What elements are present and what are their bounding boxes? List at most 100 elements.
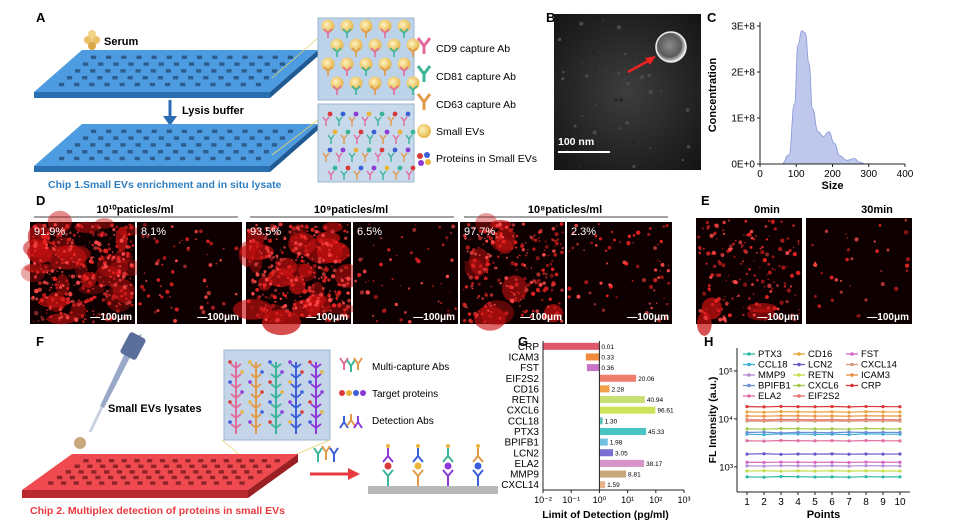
chip-well — [97, 76, 103, 80]
fluor-spot — [129, 263, 134, 267]
fluor-spot — [48, 227, 53, 232]
g-x-tick-label: 10⁻² — [534, 495, 552, 505]
fluor-spot — [97, 242, 102, 247]
small-ev — [330, 76, 344, 90]
fluor-spot — [253, 262, 259, 267]
fluor-blotch — [20, 263, 46, 283]
fluor-spot — [501, 228, 503, 230]
fluor-spot — [477, 246, 480, 249]
fluor-spot — [299, 300, 304, 304]
h-series-point — [762, 427, 766, 431]
chip-well — [218, 470, 224, 474]
fluor-spot — [314, 229, 319, 234]
fluor-spot — [303, 254, 307, 257]
sandwich-assay-illustration — [368, 444, 498, 494]
chip-well — [83, 459, 89, 463]
fluor-spot — [451, 224, 456, 229]
fluor-spot — [568, 250, 571, 252]
fluor-spot — [117, 251, 120, 254]
fluor-spot — [474, 275, 479, 280]
chip-well — [265, 464, 272, 468]
antibody-branch — [250, 363, 262, 370]
c-y-tick-label: 0E+0 — [731, 160, 755, 171]
chip-well — [97, 150, 103, 154]
fluor-spot — [106, 251, 109, 255]
e-scale-label: —100μm — [757, 312, 799, 323]
fluor-spot — [752, 313, 756, 317]
fluor-spot — [493, 303, 496, 306]
fluor-spot — [855, 315, 858, 318]
fluor-spot — [713, 233, 716, 236]
h-series-point — [898, 464, 902, 468]
fluor-spot — [727, 274, 730, 277]
fluor-spot — [102, 280, 105, 283]
fluor-spot — [34, 277, 37, 280]
fluor-spot — [290, 315, 293, 318]
fluor-spot — [463, 233, 467, 238]
chip-well — [74, 69, 81, 73]
capture-antibody — [366, 134, 374, 144]
fluor-spot — [103, 284, 106, 287]
fluor-spot — [513, 297, 518, 301]
h-series-point — [864, 469, 868, 473]
fluor-spot — [399, 318, 403, 322]
fluor-spot — [632, 233, 636, 237]
h-series-point — [898, 419, 902, 423]
fluor-spot — [636, 230, 641, 235]
chip-well — [165, 69, 172, 73]
h-series-point — [762, 460, 766, 465]
fluor-spot — [329, 309, 332, 312]
capture-antibody — [342, 28, 352, 38]
fluor-spot — [277, 318, 281, 322]
fluor-spot — [464, 236, 467, 240]
fluor-spot — [300, 224, 304, 228]
chip-well — [82, 475, 88, 480]
chip-well — [106, 55, 112, 59]
fluor-spot — [291, 259, 293, 261]
fluor-spot — [660, 262, 665, 267]
fluor-spot — [333, 259, 338, 264]
fluor-spot — [738, 278, 741, 281]
fluor-spot — [698, 309, 703, 313]
protein-dot — [392, 111, 398, 117]
chip-well — [203, 76, 209, 80]
fluor-spot — [281, 272, 284, 275]
h-series-point — [898, 410, 902, 414]
fluor-spot — [648, 302, 651, 305]
fluor-spot — [293, 288, 295, 291]
tem-grain — [594, 68, 597, 71]
fluor-spot — [532, 247, 536, 251]
fluor-spot — [499, 234, 503, 237]
fluor-spot — [559, 222, 564, 226]
antibody-branch — [310, 393, 322, 400]
h-legend-label: LCN2 — [808, 360, 832, 371]
fluor-spot — [291, 269, 294, 272]
h-series-point — [745, 460, 749, 464]
detection-ab — [472, 448, 484, 463]
fluor-spot — [814, 261, 817, 264]
fluor-spot — [261, 293, 264, 296]
fluor-spot — [289, 278, 294, 283]
tem-grain — [579, 21, 584, 26]
chip-well — [128, 62, 134, 66]
fluor-blotch — [37, 248, 54, 263]
fluor-spot — [323, 268, 326, 270]
h-series-point — [796, 405, 800, 409]
small-ev — [359, 57, 373, 71]
antibody-cluster-icon — [313, 445, 339, 462]
fluor-spot — [765, 252, 769, 257]
chip-well — [120, 143, 126, 147]
chip-well — [219, 136, 225, 140]
fluor-spot — [101, 265, 105, 269]
chip-well — [249, 62, 255, 66]
fluor-spot — [788, 249, 792, 253]
fluor-spot — [69, 311, 73, 315]
fluor-spot — [536, 272, 541, 277]
chip-well — [74, 82, 80, 87]
fluor-spot — [202, 278, 207, 283]
fluor-spot — [829, 275, 834, 280]
fluor-spot — [527, 249, 529, 251]
antibody-branch — [230, 413, 242, 420]
fluor-spot — [752, 292, 755, 295]
fluor-spot — [321, 258, 326, 263]
